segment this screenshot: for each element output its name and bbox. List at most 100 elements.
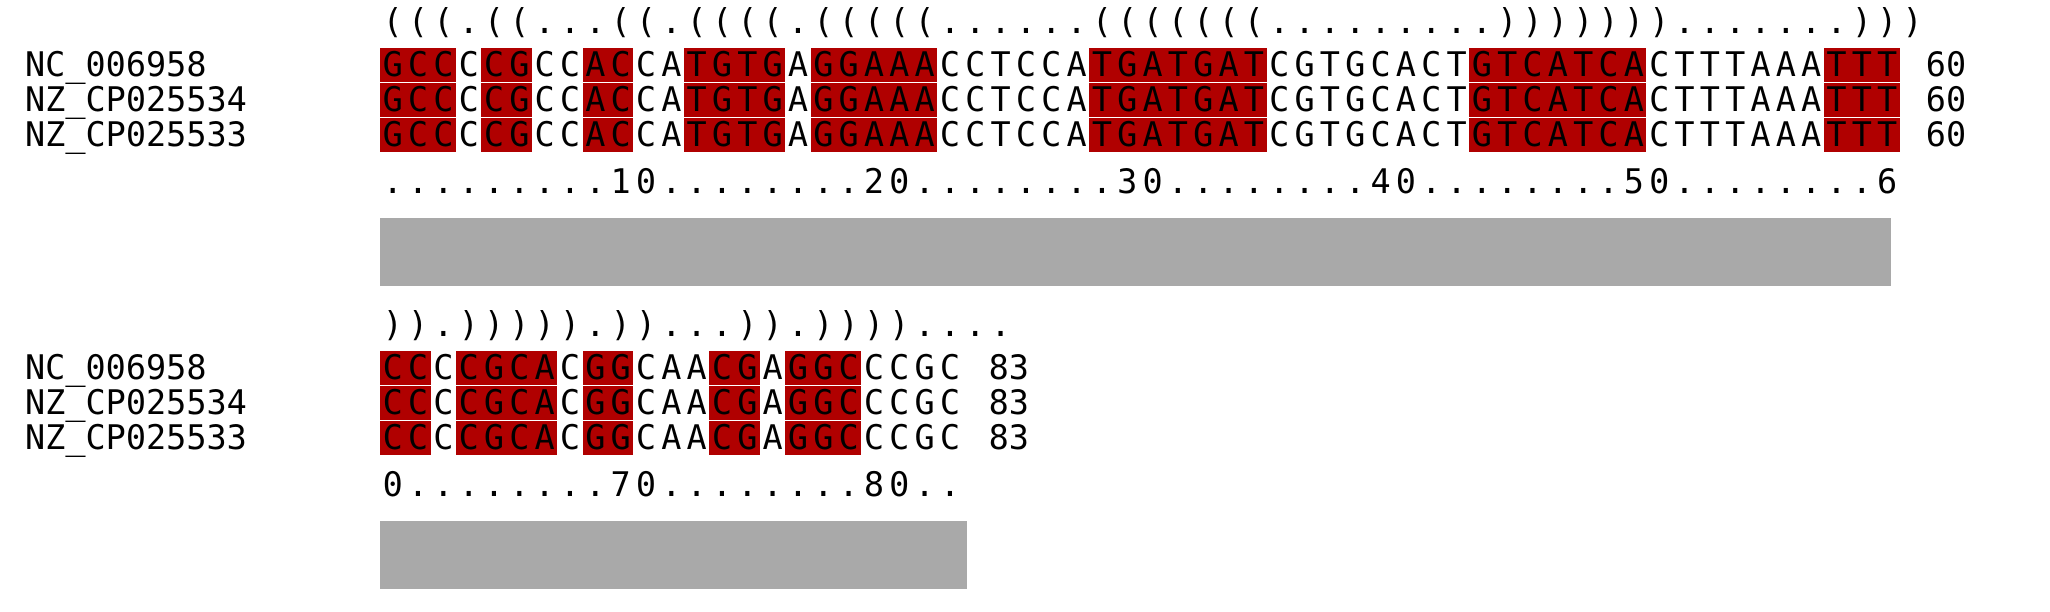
- structure-char: (: [838, 2, 859, 41]
- ruler-char: .: [1269, 162, 1290, 201]
- sequence-char: A: [1750, 45, 1771, 84]
- sequence-char: G: [734, 386, 760, 420]
- ruler-char: 0: [382, 465, 403, 504]
- sequence-char: A: [531, 421, 558, 455]
- sequence-char: A: [582, 83, 608, 117]
- ruler-char: .: [1573, 162, 1594, 201]
- sequence-char: T: [1725, 80, 1746, 119]
- sequence-char: C: [1421, 115, 1442, 154]
- sequence-char: A: [686, 348, 707, 387]
- sequence-char: C: [889, 418, 910, 457]
- sequence-char: C: [635, 418, 657, 457]
- sequence-char: T: [1849, 48, 1875, 82]
- sequence-char: C: [939, 418, 960, 457]
- sequence-char: A: [1801, 45, 1822, 84]
- structure-char: ): [635, 305, 657, 344]
- sequence-char: G: [785, 351, 811, 385]
- sequence-char: C: [939, 45, 960, 84]
- ruler-char: 0: [635, 465, 657, 504]
- structure-char: ): [863, 305, 885, 344]
- sequence-char: T: [734, 83, 760, 117]
- sequence-char: A: [661, 418, 682, 457]
- structure-char: ): [1547, 2, 1568, 41]
- sequence-char: C: [965, 45, 986, 84]
- sequence-char: C: [835, 386, 862, 420]
- sequence-char: C: [863, 348, 885, 387]
- structure-char: .: [1446, 2, 1467, 41]
- sequence-char: C: [559, 115, 581, 154]
- sequence-char: C: [433, 348, 454, 387]
- sequence-char: G: [1345, 115, 1366, 154]
- ruler-char: .: [686, 162, 707, 201]
- sequence-char: T: [1699, 45, 1720, 84]
- sequence-char: A: [861, 118, 887, 152]
- structure-char: (: [1218, 2, 1239, 41]
- structure-char: (: [1091, 2, 1112, 41]
- structure-char: ): [1497, 2, 1518, 41]
- sequence-char: C: [1269, 115, 1290, 154]
- ruler-char: .: [407, 465, 429, 504]
- sequence-char: G: [506, 83, 532, 117]
- sequence-char: G: [1190, 83, 1216, 117]
- sequence-char: C: [889, 383, 910, 422]
- ruler-char: .: [559, 465, 581, 504]
- sequence-char: A: [911, 83, 938, 117]
- structure-char: ): [813, 305, 834, 344]
- ruler-char: .: [939, 465, 960, 504]
- structure-char: .: [1801, 2, 1822, 41]
- structure-char: (: [813, 2, 834, 41]
- ruler-char: .: [939, 162, 960, 201]
- sequence-char: G: [810, 421, 836, 455]
- structure-char: .: [990, 2, 1011, 41]
- sequence-char: C: [1370, 80, 1391, 119]
- ruler-char: .: [1319, 162, 1340, 201]
- sequence-char: G: [810, 351, 836, 385]
- sequence-char: A: [1775, 80, 1796, 119]
- ruler-char: .: [433, 162, 454, 201]
- structure-char: .: [1775, 2, 1796, 41]
- ruler-char: .: [1522, 162, 1543, 201]
- sequence-char: C: [1595, 83, 1622, 117]
- sequence-char: C: [1041, 45, 1062, 84]
- structure-char: .: [534, 2, 555, 41]
- sequence-char: A: [531, 351, 558, 385]
- sequence-char: A: [1621, 48, 1647, 82]
- sequence-char: G: [380, 83, 406, 117]
- structure-char: ): [1623, 2, 1644, 41]
- sequence-char: A: [787, 115, 809, 154]
- ruler-char: .: [458, 465, 479, 504]
- structure-char: .: [585, 2, 606, 41]
- sequence-char: C: [506, 421, 532, 455]
- ruler-char: .: [990, 162, 1011, 201]
- sequence-char: T: [1165, 118, 1191, 152]
- sequence-name: NZ_CP025534: [25, 80, 247, 119]
- structure-char: .: [1370, 2, 1391, 41]
- ruler-char: .: [1066, 162, 1087, 201]
- sequence-char: C: [709, 386, 735, 420]
- sequence-end-position: 60: [1925, 45, 1967, 84]
- structure-char: .: [1345, 2, 1366, 41]
- sequence-char: A: [886, 118, 912, 152]
- sequence-char: G: [1469, 118, 1495, 152]
- sequence-char: T: [1319, 115, 1340, 154]
- sequence-char: G: [1294, 115, 1315, 154]
- sequence-char: A: [582, 48, 608, 82]
- sequence-char: A: [1066, 80, 1087, 119]
- sequence-char: T: [1241, 118, 1267, 152]
- sequence-char: G: [835, 48, 862, 82]
- structure-char: ): [737, 305, 758, 344]
- sequence-char: T: [990, 80, 1011, 119]
- ruler-char: .: [1294, 162, 1315, 201]
- sequence-name: NZ_CP025533: [25, 418, 247, 457]
- sequence-char: T: [1849, 83, 1875, 117]
- sequence-char: G: [1294, 45, 1315, 84]
- sequence-char: C: [635, 383, 657, 422]
- structure-char: .: [559, 2, 581, 41]
- ruler-char: 0: [635, 162, 657, 201]
- sequence-char: T: [1823, 48, 1850, 82]
- sequence-end-position: 60: [1925, 115, 1967, 154]
- sequence-char: A: [1750, 115, 1771, 154]
- sequence-char: C: [380, 351, 406, 385]
- ruler-char: .: [559, 162, 581, 201]
- sequence-char: C: [559, 348, 581, 387]
